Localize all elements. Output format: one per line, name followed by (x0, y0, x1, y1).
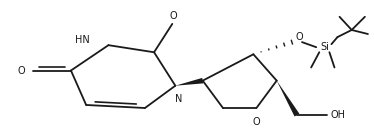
Polygon shape (175, 78, 203, 86)
Text: O: O (169, 11, 177, 21)
Text: O: O (18, 66, 25, 75)
Text: O: O (252, 117, 260, 127)
Text: N: N (175, 94, 182, 104)
Polygon shape (277, 81, 299, 116)
Text: HN: HN (76, 35, 90, 45)
Text: O: O (296, 32, 304, 42)
Text: Si: Si (320, 42, 329, 52)
Text: OH: OH (330, 110, 346, 120)
